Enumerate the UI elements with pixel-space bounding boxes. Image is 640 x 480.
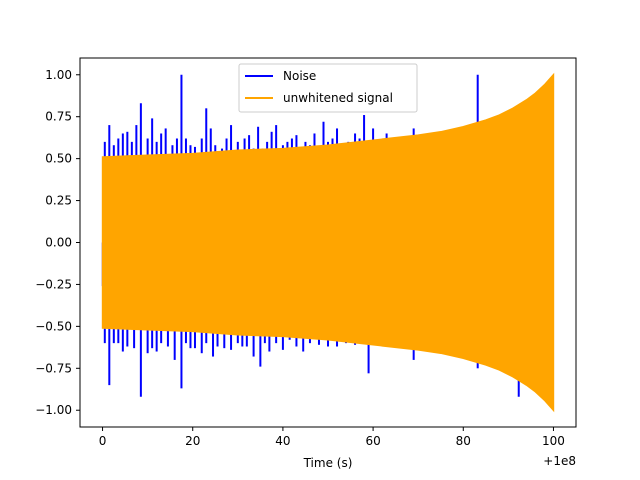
y-axis: 1.00 0.75 0.50 0.25 0.00 −0.25 −0.50 −0.75 −1.00 [35, 68, 80, 417]
legend-label-noise: Noise [283, 69, 316, 83]
x-tick-label: 40 [275, 434, 290, 448]
signal-envelope [101, 72, 555, 413]
x-axis-label: Time (s) [303, 456, 353, 470]
y-tick-label: 1.00 [45, 68, 72, 82]
x-tick-label: 60 [365, 434, 380, 448]
y-tick-label: −0.75 [35, 361, 72, 375]
x-tick-label: 0 [99, 434, 107, 448]
y-tick-label: −1.00 [35, 403, 72, 417]
x-axis-offset-label: +1e8 [543, 454, 576, 468]
x-axis: 0 20 40 60 80 100 [99, 427, 565, 448]
y-tick-label: 0.00 [45, 236, 72, 250]
y-tick-label: 0.25 [45, 194, 72, 208]
x-tick-label: 80 [456, 434, 471, 448]
legend: Noise unwhitened signal [238, 63, 418, 113]
legend-box [238, 63, 418, 113]
x-tick-label: 20 [185, 434, 200, 448]
y-tick-label: 0.75 [45, 110, 72, 124]
y-tick-label: −0.50 [35, 319, 72, 333]
x-tick-label: 100 [542, 434, 565, 448]
y-tick-label: −0.25 [35, 277, 72, 291]
y-tick-label: 0.50 [45, 152, 72, 166]
legend-label-signal: unwhitened signal [283, 91, 393, 105]
signal-series [101, 72, 555, 413]
